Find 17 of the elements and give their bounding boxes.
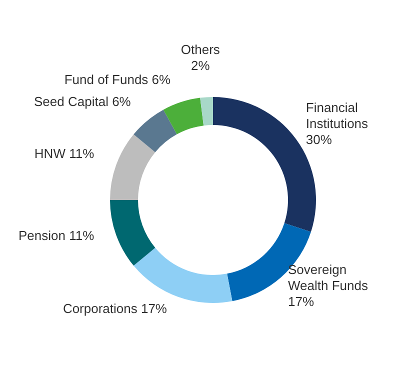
data-label: 30% <box>306 132 332 147</box>
donut-slice <box>200 97 213 126</box>
donut-slice <box>134 110 177 152</box>
slice-label: Sovereign Wealth Funds <box>288 262 368 293</box>
data-label: 17% <box>288 294 314 309</box>
donut-slice <box>134 248 232 303</box>
data-label: 2% <box>191 58 210 74</box>
slice-label: HNW 11% <box>34 146 95 162</box>
slice-label: Others <box>180 42 220 58</box>
donut-slice <box>110 134 156 200</box>
donut-slice <box>163 98 204 134</box>
slice-label: Seed Capital 6% <box>34 94 132 109</box>
slice-label: Corporations 17% <box>62 300 168 316</box>
slice-label: Financial Institutions <box>306 100 369 131</box>
slice-label: Pension 11% <box>18 228 95 243</box>
donut-slice <box>110 200 156 266</box>
slice-label: Fund of Funds 6% <box>64 72 172 87</box>
